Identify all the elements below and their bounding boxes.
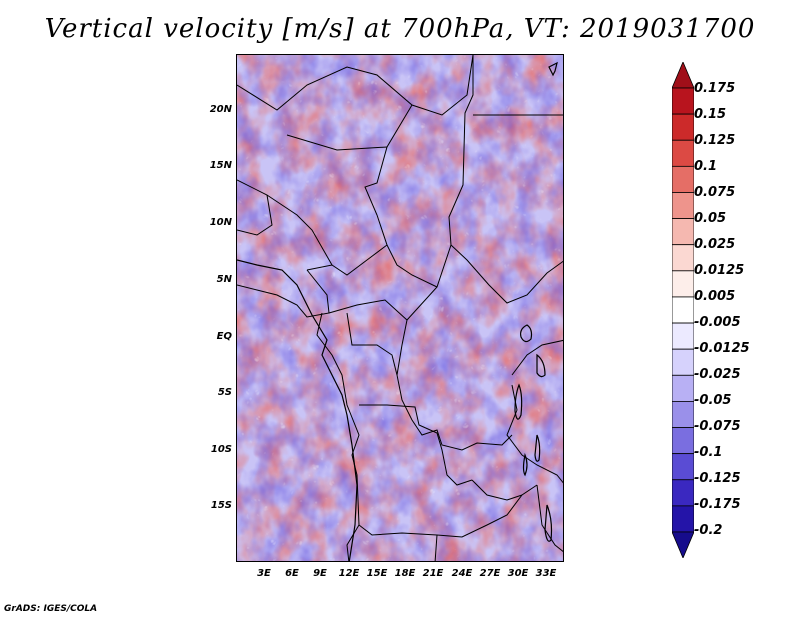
colorbar-segment bbox=[672, 270, 694, 298]
colorbar bbox=[672, 62, 694, 558]
grads-credit: GrADS: IGES/COLA bbox=[4, 604, 98, 614]
lon-tick-15e: 15E bbox=[366, 568, 388, 579]
lat-tick-15n: 15N bbox=[209, 160, 232, 171]
colorbar-label: -0.025 bbox=[694, 367, 741, 382]
colorbar-segment bbox=[672, 505, 694, 533]
colorbar-label: 0.025 bbox=[694, 237, 736, 252]
map-title: Vertical velocity [m/s] at 700hPa, VT: 2… bbox=[44, 14, 756, 44]
lon-tick-3e: 3E bbox=[257, 568, 271, 579]
colorbar-label: 0.0125 bbox=[694, 263, 745, 278]
colorbar-segment bbox=[672, 374, 694, 402]
lon-tick-33e: 33E bbox=[535, 568, 557, 579]
vertical-velocity-field bbox=[237, 55, 563, 561]
colorbar-segment bbox=[672, 113, 694, 141]
colorbar-segment bbox=[672, 192, 694, 219]
colorbar-segment bbox=[672, 348, 694, 376]
colorbar-label: 0.175 bbox=[694, 81, 736, 96]
lon-tick-18e: 18E bbox=[394, 568, 416, 579]
lat-tick-eq: EQ bbox=[216, 331, 232, 342]
colorbar-segment bbox=[672, 531, 694, 558]
colorbar-segment bbox=[672, 453, 694, 481]
lat-tick-20n: 20N bbox=[209, 104, 232, 115]
colorbar-segment bbox=[672, 427, 694, 455]
lat-tick-15s: 15S bbox=[210, 500, 232, 511]
colorbar-label: -0.005 bbox=[694, 315, 741, 330]
lat-tick-10s: 10S bbox=[210, 444, 232, 455]
lat-tick-5s: 5S bbox=[217, 387, 232, 398]
colorbar-segment bbox=[672, 87, 694, 115]
colorbar-label: 0.125 bbox=[694, 133, 736, 148]
lon-tick-21e: 21E bbox=[422, 568, 444, 579]
colorbar-label: 0.15 bbox=[694, 107, 727, 122]
colorbar-segment bbox=[672, 322, 694, 350]
colorbar-segment bbox=[672, 244, 694, 272]
colorbar-label: 0.005 bbox=[694, 289, 736, 304]
lat-tick-10n: 10N bbox=[209, 217, 232, 228]
colorbar-segment bbox=[672, 62, 694, 89]
colorbar-segment bbox=[672, 165, 694, 193]
lon-tick-30e: 30E bbox=[507, 568, 529, 579]
colorbar-segment bbox=[672, 296, 694, 324]
lon-tick-24e: 24E bbox=[451, 568, 473, 579]
lon-tick-9e: 9E bbox=[313, 568, 327, 579]
colorbar-label: -0.125 bbox=[694, 471, 741, 486]
colorbar-label: -0.1 bbox=[694, 445, 723, 460]
lat-tick-5n: 5N bbox=[216, 274, 232, 285]
colorbar-label: 0.05 bbox=[694, 211, 727, 226]
colorbar-label: -0.2 bbox=[694, 523, 723, 538]
lon-tick-6e: 6E bbox=[285, 568, 299, 579]
colorbar-label: -0.0125 bbox=[694, 341, 750, 356]
colorbar-label: -0.175 bbox=[694, 497, 741, 512]
lon-tick-27e: 27E bbox=[479, 568, 501, 579]
country-boundaries bbox=[237, 55, 563, 561]
colorbar-segment bbox=[672, 218, 694, 246]
colorbar-label: -0.05 bbox=[694, 393, 732, 408]
colorbar-label: 0.1 bbox=[694, 159, 718, 174]
colorbar-label: 0.075 bbox=[694, 185, 736, 200]
lon-tick-12e: 12E bbox=[338, 568, 360, 579]
map-plot-area bbox=[236, 54, 564, 562]
coastline-and-lakes bbox=[237, 61, 558, 561]
colorbar-segment bbox=[672, 479, 694, 507]
colorbar-segment bbox=[672, 139, 694, 167]
field-contour-speckle bbox=[237, 55, 563, 561]
colorbar-label: -0.075 bbox=[694, 419, 741, 434]
colorbar-segment bbox=[672, 401, 694, 428]
